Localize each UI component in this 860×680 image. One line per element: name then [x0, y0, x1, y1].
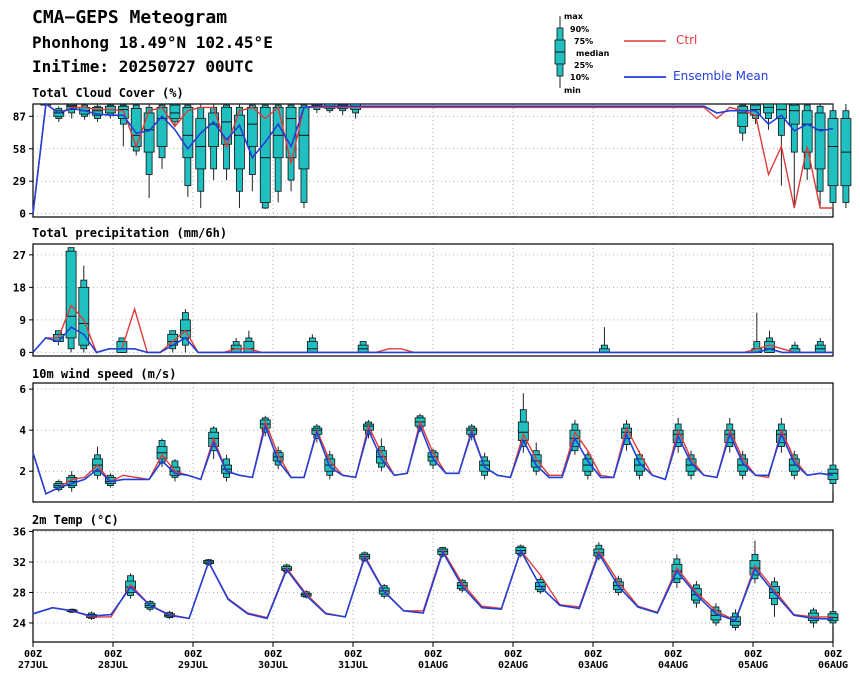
y-tick-label: 28: [13, 586, 26, 599]
y-tick-label: 0: [19, 208, 26, 221]
x-tick-date: 03AUG: [578, 660, 608, 671]
location-label: Phonhong 18.49°N 102.45°E: [32, 33, 273, 52]
box-inner: [763, 103, 774, 114]
box-inner: [243, 341, 255, 353]
x-tick-date: 29JUL: [178, 660, 208, 671]
x-tick-hour: 00Z: [824, 649, 842, 660]
x-tick-date: 04AUG: [658, 660, 688, 671]
box-inner: [65, 250, 77, 339]
y-tick-label: 36: [13, 526, 27, 539]
box-inner: [801, 110, 813, 153]
y-tick-label: 0: [19, 346, 26, 359]
init-time-label: IniTime: 20250727 00UTC: [32, 57, 254, 76]
ctrl-line: [32, 102, 833, 214]
ensemble-mean-line: [32, 548, 834, 622]
box-inner: [827, 118, 839, 187]
legend-ctrl-label: Ctrl: [676, 33, 698, 47]
box-inner: [221, 106, 232, 145]
ctrl-line: [32, 419, 834, 495]
box-inner: [195, 118, 207, 170]
box-inner: [517, 421, 529, 441]
legend-box-p75: 75%: [574, 37, 594, 46]
ensemble-mean-line: [32, 423, 834, 495]
x-tick-hour: 00Z: [744, 649, 762, 660]
x-tick-date: 28JUL: [98, 660, 128, 671]
y-tick-label: 4: [19, 424, 26, 437]
legend-box-median: median: [576, 49, 610, 58]
y-tick-label: 87: [13, 110, 26, 123]
y-tick-label: 29: [13, 175, 26, 188]
x-tick-hour: 00Z: [184, 649, 202, 660]
x-tick-hour: 00Z: [344, 649, 362, 660]
ensemble-mean-line: [32, 102, 834, 214]
x-tick-date: 06AUG: [818, 660, 848, 671]
y-tick-label: 27: [13, 249, 26, 262]
ensemble-mean-line: [32, 326, 833, 354]
box-inner: [814, 112, 826, 170]
x-tick-hour: 00Z: [104, 649, 122, 660]
x-tick-date: 05AUG: [738, 660, 768, 671]
panel-title-precip: Total precipitation (mm/6h): [32, 226, 228, 240]
y-tick-label: 24: [13, 617, 27, 630]
x-tick-hour: 00Z: [24, 649, 42, 660]
panel-frame: [32, 382, 834, 503]
x-tick-hour: 00Z: [584, 649, 602, 660]
x-tick-date: 31JUL: [338, 660, 368, 671]
legend-box-p10: 10%: [570, 73, 590, 82]
panel-title-cloud: Total Cloud Cover (%): [32, 86, 184, 100]
panel-title-wind: 10m wind speed (m/s): [32, 367, 177, 381]
legend-box-max: max: [564, 12, 583, 21]
box-inner: [92, 106, 103, 116]
x-tick-date: 01AUG: [418, 660, 448, 671]
panel-frame: [32, 243, 834, 357]
legend-box-p25: 25%: [574, 61, 594, 70]
box-inner: [179, 319, 191, 339]
x-tick-hour: 00Z: [664, 649, 682, 660]
x-tick-date: 02AUG: [498, 660, 528, 671]
box-inner: [182, 106, 194, 159]
panel-title-temp: 2m Temp (°C): [32, 513, 119, 527]
legend-mean-label: Ensemble Mean: [673, 69, 769, 83]
x-tick-date: 30JUL: [258, 660, 288, 671]
y-tick-label: 18: [13, 281, 26, 294]
meteogram-title: CMA−GEPS Meteogram: [32, 7, 228, 28]
x-tick-date: 27JUL: [18, 660, 48, 671]
box-inner: [788, 104, 800, 125]
x-tick-hour: 00Z: [264, 649, 282, 660]
box-inner: [259, 106, 271, 203]
legend-box-min: min: [564, 86, 581, 95]
y-tick-label: 6: [19, 383, 26, 396]
box-inner: [272, 106, 284, 159]
x-tick-hour: 00Z: [424, 649, 442, 660]
box-inner: [764, 341, 775, 353]
x-tick-hour: 00Z: [504, 649, 522, 660]
box-inner: [246, 106, 258, 147]
legend-box-p90: 90%: [570, 25, 590, 34]
box-inner: [737, 105, 749, 127]
box-inner: [234, 114, 245, 170]
box-inner: [78, 286, 90, 346]
y-tick-label: 32: [13, 556, 26, 569]
box-inner: [169, 104, 181, 119]
y-tick-label: 9: [19, 314, 26, 327]
box-inner: [775, 103, 787, 119]
y-tick-label: 58: [13, 143, 26, 156]
box-inner: [306, 341, 318, 353]
y-tick-label: 2: [19, 465, 26, 478]
